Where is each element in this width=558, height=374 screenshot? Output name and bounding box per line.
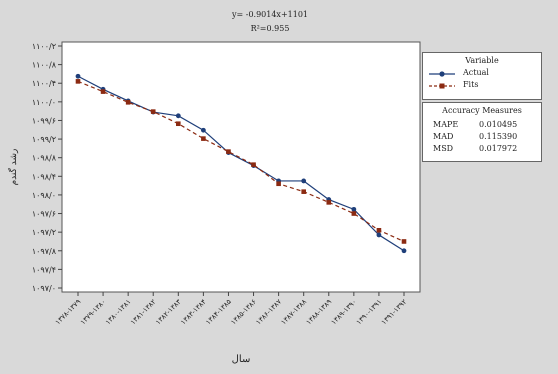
x-tick-label: ۱۳۸۲-۱۳۸۳ xyxy=(154,298,183,327)
x-tick-label: ۱۳۹۰-۱۳۹۱ xyxy=(355,298,384,327)
x-tick-label: ۱۳۸۷-۱۳۸۸ xyxy=(280,298,309,327)
y-tick-label: ۱۰۹۷/۲ xyxy=(32,228,56,237)
y-tick-label: ۱۰۹۹/۶ xyxy=(32,116,56,125)
x-tick-label: ۱۳۸۴-۱۳۸۵ xyxy=(204,298,233,327)
data-point-fits xyxy=(401,239,407,244)
data-point-actual xyxy=(401,248,407,254)
data-point-fits xyxy=(276,181,281,187)
y-tick-label: ۱۰۹۸/۸ xyxy=(32,154,57,163)
accuracy-key: MAPE xyxy=(433,120,459,129)
data-point-fits xyxy=(176,121,181,127)
y-tick-label: ۱۰۹۷/۸ xyxy=(32,247,57,256)
series-line-fits xyxy=(77,80,405,243)
series-line-actual xyxy=(77,75,405,252)
accuracy-value: 0.010495 xyxy=(479,120,518,129)
data-point-fits xyxy=(75,79,81,84)
x-tick-label: ۱۳۷۹-۱۳۸۰ xyxy=(79,298,108,327)
y-tick-label: ۱۱۰۰/۸ xyxy=(32,61,57,70)
data-point-fits xyxy=(251,162,256,167)
data-point-fits xyxy=(150,109,156,114)
data-point-fits xyxy=(226,149,231,154)
data-point-actual xyxy=(301,178,307,184)
data-point-actual xyxy=(175,113,181,119)
x-tick-label: ۱۳۹۱-۱۳۹۲ xyxy=(380,298,409,327)
x-tick-label: ۱۳۸۰-۱۳۸۱ xyxy=(104,298,133,327)
r-squared: R²=0.955 xyxy=(250,24,290,33)
accuracy-key: MSD xyxy=(433,144,454,153)
y-tick-label: ۱۰۹۷/۶ xyxy=(32,210,56,219)
y-tick-label: ۱۰۹۷/۴ xyxy=(32,265,56,274)
data-point-actual xyxy=(376,232,382,238)
data-point-actual xyxy=(351,206,357,212)
x-tick-label: ۱۳۸۹-۱۳۹۰ xyxy=(330,298,359,327)
x-tick-label: ۱۳۸۳-۱۳۸۴ xyxy=(179,298,208,327)
x-tick-label: ۱۳۷۸-۱۳۷۹ xyxy=(54,298,83,327)
data-point-fits xyxy=(301,189,306,194)
accuracy-key: MAD xyxy=(433,132,454,141)
y-tick-label: ۱۰۹۹/۲ xyxy=(32,135,56,144)
y-axis-label: رشد گندم xyxy=(7,149,19,186)
y-tick-label: ۱۰۹۸/۴ xyxy=(32,172,56,181)
x-tick-label: ۱۳۸۸-۱۳۸۹ xyxy=(305,298,334,327)
legend-actual-swatch xyxy=(429,71,455,77)
regression-equation: y= -0.9014x+1101 xyxy=(231,10,309,19)
data-point-fits xyxy=(100,89,106,94)
y-tick-label: ۱۱۰۰/۰ xyxy=(32,98,56,107)
x-tick-label: ۱۳۸۵-۱۳۸۶ xyxy=(229,298,258,327)
accuracy-box: Accuracy Measures MAPE 0.010495 MAD 0.11… xyxy=(422,102,542,162)
legend-fits-swatch xyxy=(429,83,455,89)
x-axis-label: سال xyxy=(232,354,251,365)
data-point-actual xyxy=(200,127,206,133)
y-tick-label: ۱۱۰۰/۴ xyxy=(32,79,56,88)
y-tick-label: ۱۰۹۷/۰ xyxy=(32,284,56,293)
legend-actual-label: Actual xyxy=(463,68,489,77)
legend-fits-label: Fits xyxy=(463,80,479,89)
legend-box: Variable Actual Fits xyxy=(422,52,542,100)
data-point-actual xyxy=(75,73,81,79)
legend-title: Variable xyxy=(465,56,499,65)
data-point-fits xyxy=(201,136,206,141)
x-tick-label: ۱۳۸۱-۱۳۸۲ xyxy=(129,298,158,327)
y-tick-label: ۱۱۰۰/۲ xyxy=(32,42,56,51)
x-tick-label: ۱۳۸۶-۱۳۸۷ xyxy=(254,298,283,327)
accuracy-value: 0.115390 xyxy=(479,132,518,141)
plot-area xyxy=(61,41,421,293)
data-point-fits xyxy=(326,200,332,205)
data-point-fits xyxy=(125,100,131,105)
accuracy-value: 0.017972 xyxy=(479,144,518,153)
data-point-fits xyxy=(376,227,382,233)
accuracy-title: Accuracy Measures xyxy=(442,106,522,115)
y-tick-label: ۱۰۹۸/۰ xyxy=(32,191,56,200)
data-point-fits xyxy=(351,211,357,216)
